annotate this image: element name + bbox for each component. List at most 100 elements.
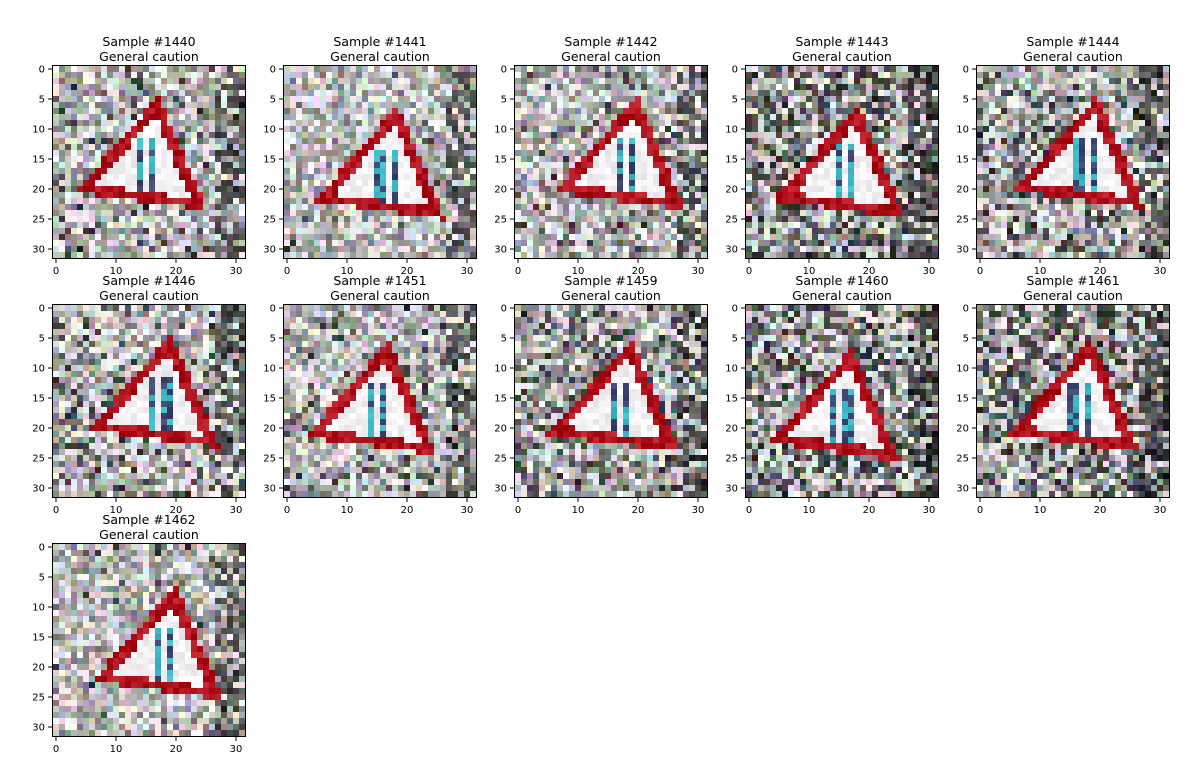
x-tick-label: 10 bbox=[1034, 266, 1047, 277]
y-tick-label: 30 bbox=[725, 245, 738, 256]
x-tick-label: 10 bbox=[110, 266, 123, 277]
x-tick-label: 30 bbox=[461, 505, 474, 516]
y-tick-label: 10 bbox=[725, 125, 738, 136]
y-tick-label: 0 bbox=[732, 304, 738, 315]
x-tick-label: 30 bbox=[692, 266, 705, 277]
x-tick-label: 0 bbox=[977, 505, 983, 516]
x-tick-label: 10 bbox=[803, 505, 816, 516]
y-tick-label: 5 bbox=[39, 573, 45, 584]
x-tick-label: 20 bbox=[170, 744, 183, 755]
y-tick-label: 30 bbox=[32, 245, 45, 256]
x-tick-label: 20 bbox=[632, 266, 645, 277]
y-tick-label: 20 bbox=[32, 185, 45, 196]
panel-title: Sample #1441 General caution bbox=[284, 34, 476, 64]
image-axes: 0 10 20 30 0 5 10 15 20 25 30 bbox=[32, 304, 246, 516]
y-tick-label: 15 bbox=[725, 155, 738, 166]
y-tick-label: 30 bbox=[956, 484, 969, 495]
sample-panel: Sample #1442 General caution 0 10 20 30 0 5 10 15… bbox=[476, 34, 708, 277]
y-tick-label: 10 bbox=[725, 364, 738, 375]
y-tick-label: 0 bbox=[270, 304, 276, 315]
x-tick-label: 10 bbox=[572, 505, 585, 516]
sample-image: 0 10 20 30 0 5 10 15 20 25 30 bbox=[725, 65, 939, 277]
y-tick-label: 10 bbox=[494, 125, 507, 136]
y-tick-label: 5 bbox=[39, 334, 45, 345]
x-tick-label: 30 bbox=[230, 505, 243, 516]
y-tick-label: 20 bbox=[32, 663, 45, 674]
y-tick-label: 15 bbox=[32, 394, 45, 405]
x-tick-label: 0 bbox=[746, 505, 752, 516]
class-label: General caution bbox=[792, 49, 892, 64]
sample-id: Sample #1459 bbox=[564, 273, 658, 288]
sample-image: 0 10 20 30 0 5 10 15 20 25 30 bbox=[725, 304, 939, 516]
y-tick-label: 30 bbox=[494, 484, 507, 495]
x-tick-label: 10 bbox=[572, 266, 585, 277]
sample-id: Sample #1442 bbox=[564, 34, 658, 49]
image-axes: 0 10 20 30 0 5 10 15 20 25 30 bbox=[725, 304, 939, 516]
x-tick-label: 20 bbox=[401, 505, 414, 516]
y-tick-label: 15 bbox=[956, 394, 969, 405]
image-axes: 0 10 20 30 0 5 10 15 20 25 30 bbox=[956, 304, 1170, 516]
y-tick-label: 0 bbox=[39, 304, 45, 315]
sample-panel: Sample #1451 General caution 0 10 20 30 0 5 10 15… bbox=[245, 273, 477, 516]
x-tick-label: 10 bbox=[1034, 505, 1047, 516]
sample-image: 0 10 20 30 0 5 10 15 20 25 30 bbox=[32, 543, 246, 755]
class-label: General caution bbox=[99, 288, 199, 303]
class-label: General caution bbox=[1023, 288, 1123, 303]
y-tick-label: 0 bbox=[963, 304, 969, 315]
y-tick-label: 10 bbox=[263, 364, 276, 375]
y-tick-label: 5 bbox=[963, 334, 969, 345]
y-tick-label: 15 bbox=[263, 155, 276, 166]
class-label: General caution bbox=[1023, 49, 1123, 64]
y-tick-label: 20 bbox=[263, 185, 276, 196]
x-tick-label: 0 bbox=[746, 266, 752, 277]
sample-panel: Sample #1440 General caution 0 10 20 30 0 5 10 15… bbox=[14, 34, 246, 277]
sample-panel: Sample #1460 General caution 0 10 20 30 0 5 10 15… bbox=[707, 273, 939, 516]
y-tick-label: 10 bbox=[32, 603, 45, 614]
y-tick-label: 20 bbox=[725, 424, 738, 435]
sample-id: Sample #1451 bbox=[333, 273, 427, 288]
sample-image: 0 10 20 30 0 5 10 15 20 25 30 bbox=[263, 65, 477, 277]
y-tick-label: 25 bbox=[263, 215, 276, 226]
x-tick-label: 20 bbox=[863, 505, 876, 516]
x-tick-label: 10 bbox=[110, 744, 123, 755]
y-tick-label: 10 bbox=[956, 125, 969, 136]
sample-id: Sample #1460 bbox=[795, 273, 889, 288]
axes-frame bbox=[52, 543, 246, 737]
x-tick-label: 20 bbox=[863, 266, 876, 277]
y-tick-label: 30 bbox=[494, 245, 507, 256]
y-tick-label: 15 bbox=[494, 155, 507, 166]
sample-image: 0 10 20 30 0 5 10 15 20 25 30 bbox=[956, 304, 1170, 516]
sample-panel: Sample #1462 General caution 0 10 20 30 0 5 10 15… bbox=[14, 512, 246, 755]
sample-image: 0 10 20 30 0 5 10 15 20 25 30 bbox=[263, 304, 477, 516]
y-tick-label: 25 bbox=[725, 454, 738, 465]
axes-frame bbox=[976, 304, 1170, 498]
x-tick-label: 20 bbox=[170, 505, 183, 516]
x-tick-label: 20 bbox=[1094, 505, 1107, 516]
image-axes: 0 10 20 30 0 5 10 15 20 25 30 bbox=[956, 65, 1170, 277]
x-tick-label: 30 bbox=[923, 505, 936, 516]
axes-frame bbox=[514, 304, 708, 498]
y-tick-label: 20 bbox=[494, 185, 507, 196]
sample-id: Sample #1461 bbox=[1026, 273, 1120, 288]
y-tick-label: 25 bbox=[956, 215, 969, 226]
y-tick-label: 0 bbox=[39, 543, 45, 554]
axes-frame bbox=[283, 65, 477, 259]
y-tick-label: 0 bbox=[501, 65, 507, 76]
x-tick-label: 30 bbox=[923, 266, 936, 277]
y-tick-label: 5 bbox=[39, 95, 45, 106]
x-tick-label: 0 bbox=[53, 505, 59, 516]
sample-id: Sample #1441 bbox=[333, 34, 427, 49]
class-label: General caution bbox=[99, 49, 199, 64]
x-tick-label: 20 bbox=[632, 505, 645, 516]
image-axes: 0 10 20 30 0 5 10 15 20 25 30 bbox=[494, 65, 708, 277]
y-tick-label: 25 bbox=[32, 693, 45, 704]
image-axes: 0 10 20 30 0 5 10 15 20 25 30 bbox=[32, 543, 246, 755]
y-tick-label: 30 bbox=[32, 723, 45, 734]
panel-title: Sample #1451 General caution bbox=[284, 273, 476, 303]
y-tick-label: 25 bbox=[494, 215, 507, 226]
panel-title: Sample #1440 General caution bbox=[53, 34, 245, 64]
y-tick-label: 5 bbox=[732, 95, 738, 106]
x-tick-label: 0 bbox=[53, 266, 59, 277]
image-axes: 0 10 20 30 0 5 10 15 20 25 30 bbox=[32, 65, 246, 277]
sample-panel: Sample #1461 General caution 0 10 20 30 0 5 10 15… bbox=[938, 273, 1170, 516]
